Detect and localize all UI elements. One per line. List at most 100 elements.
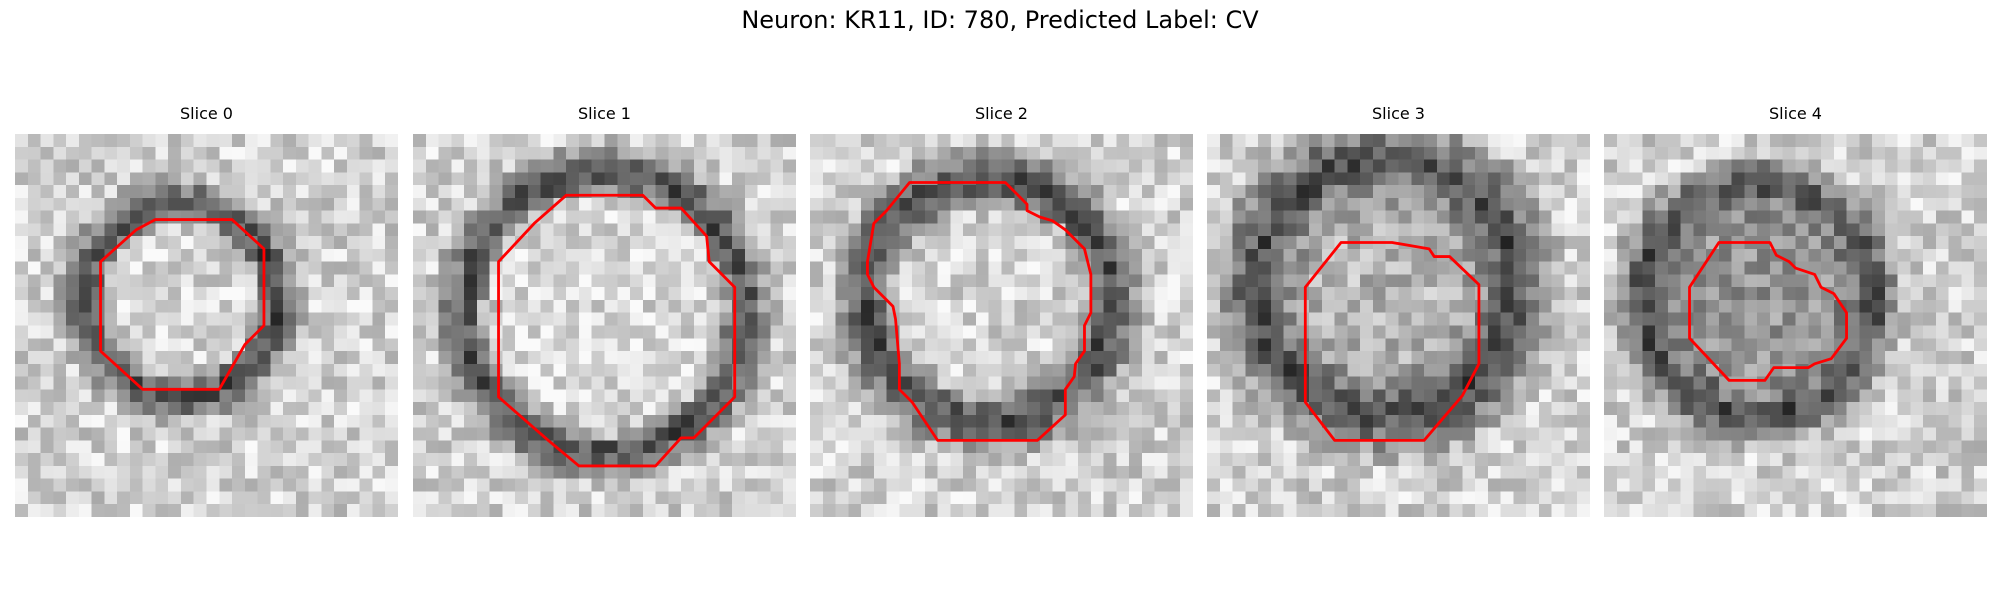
pixel xyxy=(1795,427,1809,441)
pixel xyxy=(1001,376,1015,390)
pixel xyxy=(180,414,194,428)
pixel xyxy=(1475,287,1489,301)
pixel xyxy=(1884,146,1898,160)
pixel xyxy=(924,351,938,365)
pixel xyxy=(1513,504,1527,517)
pixel xyxy=(1872,389,1886,403)
pixel xyxy=(873,376,887,390)
pixel xyxy=(1884,453,1898,467)
pixel xyxy=(489,274,503,288)
pixel xyxy=(1090,504,1104,517)
pixel xyxy=(1667,299,1681,313)
pixel xyxy=(438,389,452,403)
pixel xyxy=(385,363,398,377)
pixel xyxy=(193,351,207,365)
pixel xyxy=(1808,312,1822,326)
pixel xyxy=(1872,248,1886,262)
pixel xyxy=(886,223,900,237)
pixel xyxy=(1974,236,1987,250)
pixel xyxy=(681,389,695,403)
pixel xyxy=(822,299,836,313)
pixel xyxy=(1424,312,1438,326)
pixel xyxy=(155,274,169,288)
pixel xyxy=(1551,312,1565,326)
pixel xyxy=(1462,351,1476,365)
pixel xyxy=(1180,351,1193,365)
pixel xyxy=(1872,478,1886,492)
pixel xyxy=(1090,274,1104,288)
pixel xyxy=(770,210,784,224)
pixel xyxy=(744,299,758,313)
pixel xyxy=(655,440,669,454)
pixel xyxy=(1398,134,1412,148)
pixel xyxy=(1462,478,1476,492)
pixel xyxy=(527,236,541,250)
pixel xyxy=(1180,299,1193,313)
pixel xyxy=(413,389,427,403)
pixel xyxy=(1604,274,1618,288)
pixel xyxy=(1014,325,1028,339)
pixel xyxy=(1487,389,1501,403)
pixel xyxy=(591,453,605,467)
pixel xyxy=(206,159,220,173)
pixel xyxy=(15,440,29,454)
pixel xyxy=(1538,287,1552,301)
pixel xyxy=(1833,478,1847,492)
pixel xyxy=(1833,134,1847,148)
pixel xyxy=(1667,351,1681,365)
pixel xyxy=(40,338,54,352)
pixel xyxy=(873,325,887,339)
pixel xyxy=(321,351,335,365)
pixel xyxy=(1706,453,1720,467)
pixel xyxy=(1462,185,1476,199)
pixel xyxy=(1808,134,1822,148)
pixel xyxy=(1001,440,1015,454)
pixel xyxy=(1245,465,1259,479)
pixel xyxy=(668,414,682,428)
pixel xyxy=(912,453,926,467)
pixel xyxy=(822,261,836,275)
pixel xyxy=(1141,134,1155,148)
pixel xyxy=(642,274,656,288)
pixel xyxy=(1321,146,1335,160)
pixel xyxy=(578,491,592,505)
pixel xyxy=(617,159,631,173)
pixel xyxy=(1731,402,1745,416)
pixel xyxy=(668,453,682,467)
pixel xyxy=(308,453,322,467)
pixel xyxy=(117,376,131,390)
pixel xyxy=(1680,236,1694,250)
pixel xyxy=(668,478,682,492)
pixel xyxy=(1500,414,1514,428)
pixel xyxy=(66,491,80,505)
pixel xyxy=(1001,478,1015,492)
pixel xyxy=(283,146,297,160)
pixel xyxy=(1655,389,1669,403)
pixel xyxy=(1935,376,1949,390)
pixel xyxy=(91,197,105,211)
pixel xyxy=(822,338,836,352)
pixel xyxy=(886,146,900,160)
pixel xyxy=(899,185,913,199)
pixel xyxy=(1667,338,1681,352)
pixel xyxy=(334,427,348,441)
pixel xyxy=(1296,248,1310,262)
pixel xyxy=(91,389,105,403)
pixel xyxy=(591,465,605,479)
pixel xyxy=(1462,363,1476,377)
pixel xyxy=(1078,427,1092,441)
pixel xyxy=(1667,274,1681,288)
pixel xyxy=(1398,440,1412,454)
pixel xyxy=(257,427,271,441)
pixel xyxy=(655,223,669,237)
pixel xyxy=(912,351,926,365)
pixel xyxy=(1935,223,1949,237)
pixel xyxy=(822,363,836,377)
pixel xyxy=(1039,159,1053,173)
pixel xyxy=(1782,351,1796,365)
pixel xyxy=(1769,210,1783,224)
pixel xyxy=(515,299,529,313)
pixel xyxy=(1769,504,1783,517)
pixel xyxy=(1833,376,1847,390)
pixel xyxy=(1258,453,1272,467)
